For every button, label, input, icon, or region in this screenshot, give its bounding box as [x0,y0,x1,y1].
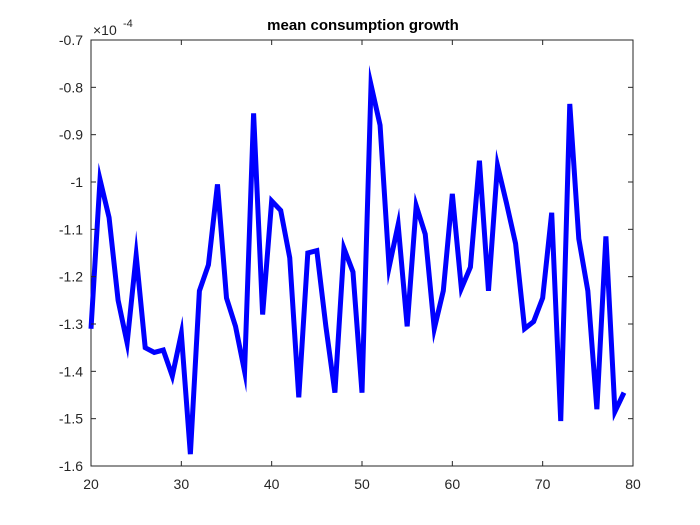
x-tick-label: 20 [83,476,99,492]
y-tick-label: -1 [71,174,84,190]
y-exponent-label: ×10 [93,22,117,38]
y-tick-label: -1.2 [59,269,83,285]
y-tick-label: -0.7 [59,32,83,48]
x-tick-label: 60 [445,476,461,492]
y-exponent-power: -4 [123,18,133,30]
axes-box [90,39,634,467]
y-tick-label: -1.1 [59,221,83,237]
x-tick-label: 40 [264,476,280,492]
y-tick-label: -1.4 [59,363,83,379]
y-tick-label: -1.6 [59,458,83,474]
y-tick-label: -1.5 [59,411,83,427]
y-tick-label: -0.9 [59,127,83,143]
x-tick-label: 30 [174,476,190,492]
y-tick-label: -1.3 [59,316,83,332]
chart-title: mean consumption growth [267,17,459,34]
x-tick-label: 70 [535,476,551,492]
series-line-0 [88,65,627,455]
x-tick-label: 50 [354,476,370,492]
plot-area: 20 30 40 50 60 70 80 -1.6 -1.5 -1.4 -1.3 -1.2 -1.1 -1… [59,18,641,492]
y-tick-label: -0.8 [59,79,83,95]
x-tick-label: 80 [625,476,641,492]
